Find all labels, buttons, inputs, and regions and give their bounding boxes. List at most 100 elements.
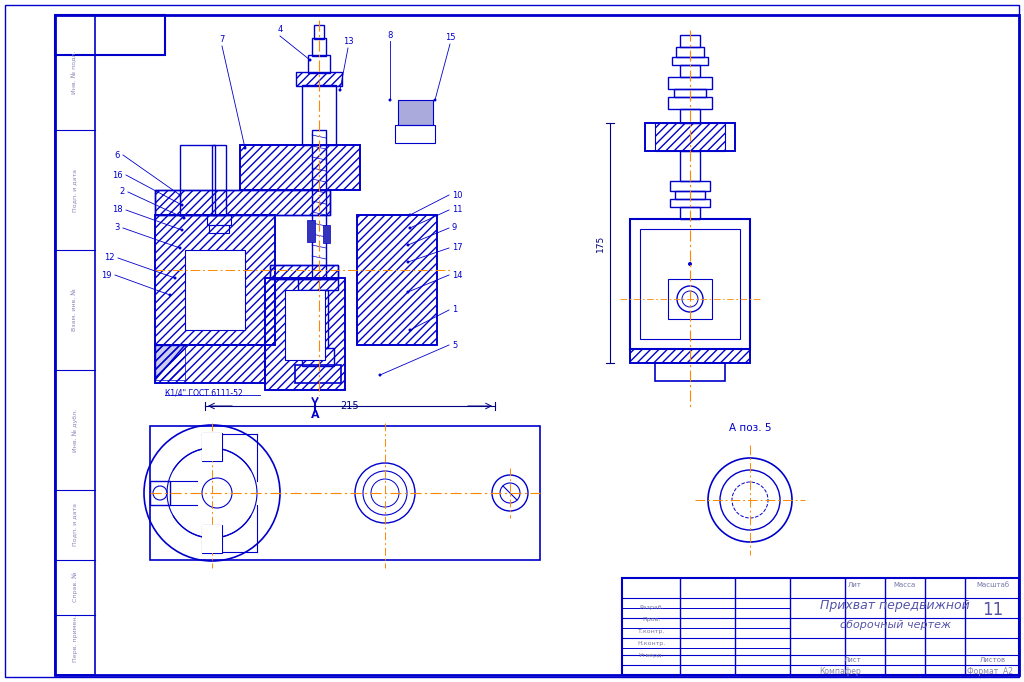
Circle shape <box>409 329 412 331</box>
Text: Масштаб: Масштаб <box>977 582 1010 588</box>
Bar <box>202 433 222 461</box>
Bar <box>202 433 222 461</box>
Circle shape <box>178 246 181 250</box>
Bar <box>155 215 275 345</box>
Bar <box>209 225 229 233</box>
Bar <box>285 290 325 360</box>
Text: Подп. и дата: Подп. и дата <box>73 503 78 546</box>
Circle shape <box>688 262 692 266</box>
Bar <box>265 278 345 390</box>
Bar <box>308 55 330 73</box>
Bar <box>155 215 275 345</box>
Bar <box>296 72 342 86</box>
Bar <box>672 57 708 65</box>
Circle shape <box>388 98 391 102</box>
Text: 215: 215 <box>341 401 359 411</box>
Bar <box>55 15 95 675</box>
Bar <box>302 85 336 145</box>
Bar <box>323 225 330 243</box>
Text: 5: 5 <box>452 340 458 349</box>
Text: сборочный чертеж: сборочный чертеж <box>840 620 950 630</box>
Bar <box>312 38 326 56</box>
Bar <box>622 578 1019 675</box>
Bar <box>298 278 338 290</box>
Bar <box>185 250 245 330</box>
Bar <box>314 25 324 39</box>
Text: 15: 15 <box>444 33 456 42</box>
Bar <box>296 72 342 86</box>
Bar <box>645 123 735 151</box>
Text: Подп. и дата: Подп. и дата <box>73 168 78 211</box>
Text: 1: 1 <box>452 306 458 314</box>
Circle shape <box>244 147 247 149</box>
Circle shape <box>433 98 436 102</box>
Bar <box>150 426 540 560</box>
Bar <box>680 35 700 47</box>
Text: 4: 4 <box>278 25 283 35</box>
Circle shape <box>169 293 171 297</box>
Bar <box>630 219 750 349</box>
Text: 19: 19 <box>101 271 112 280</box>
Text: Н.контр.: Н.контр. <box>638 642 667 647</box>
Bar <box>645 123 735 151</box>
Bar <box>155 345 265 383</box>
Text: Формат  А2: Формат А2 <box>967 668 1013 677</box>
Bar <box>670 199 710 207</box>
Text: 11: 11 <box>982 601 1004 619</box>
Bar <box>680 109 700 123</box>
Circle shape <box>182 216 185 220</box>
Bar <box>674 89 706 97</box>
Text: 6: 6 <box>115 151 120 160</box>
Text: Лит: Лит <box>848 582 862 588</box>
Bar <box>675 191 705 199</box>
Bar <box>150 481 170 505</box>
Circle shape <box>339 89 341 91</box>
Bar <box>155 345 265 383</box>
Bar <box>357 215 437 345</box>
Bar <box>668 279 712 319</box>
Bar <box>240 145 360 190</box>
Bar <box>202 525 222 553</box>
Circle shape <box>407 291 410 293</box>
Text: 9: 9 <box>452 224 458 233</box>
Bar <box>207 215 231 225</box>
Text: 12: 12 <box>104 254 115 263</box>
Text: Масса: Масса <box>894 582 916 588</box>
Bar <box>680 65 700 77</box>
Circle shape <box>180 228 183 231</box>
Bar <box>668 97 712 109</box>
Bar <box>630 349 750 363</box>
Bar <box>302 348 334 366</box>
Text: 2: 2 <box>120 188 125 196</box>
Bar <box>668 77 712 89</box>
Text: 18: 18 <box>113 205 123 215</box>
Bar <box>202 525 222 553</box>
Bar <box>270 265 338 279</box>
Text: Лист: Лист <box>844 657 862 663</box>
Text: 3: 3 <box>115 224 120 233</box>
Text: 8: 8 <box>387 31 392 40</box>
Bar <box>155 190 330 215</box>
Bar <box>212 145 226 215</box>
Text: Прихват передвижной: Прихват передвижной <box>820 599 970 612</box>
Bar <box>630 349 750 363</box>
Bar <box>312 130 326 278</box>
Bar <box>55 15 165 55</box>
Bar <box>180 145 215 215</box>
Text: Инв. № дубл.: Инв. № дубл. <box>72 409 78 451</box>
Bar <box>155 345 185 380</box>
Bar <box>655 123 725 151</box>
Text: Справ. №: Справ. № <box>72 572 78 602</box>
Text: 17: 17 <box>452 243 463 252</box>
Bar <box>240 145 360 190</box>
Circle shape <box>180 203 183 207</box>
Bar <box>395 125 435 143</box>
Text: 10: 10 <box>452 190 463 200</box>
Bar <box>155 190 330 215</box>
Circle shape <box>379 374 382 376</box>
Circle shape <box>178 194 181 196</box>
Text: 16: 16 <box>113 170 123 179</box>
Bar <box>270 265 338 279</box>
Text: Разраб.: Разраб. <box>640 606 665 610</box>
Bar <box>357 215 437 345</box>
